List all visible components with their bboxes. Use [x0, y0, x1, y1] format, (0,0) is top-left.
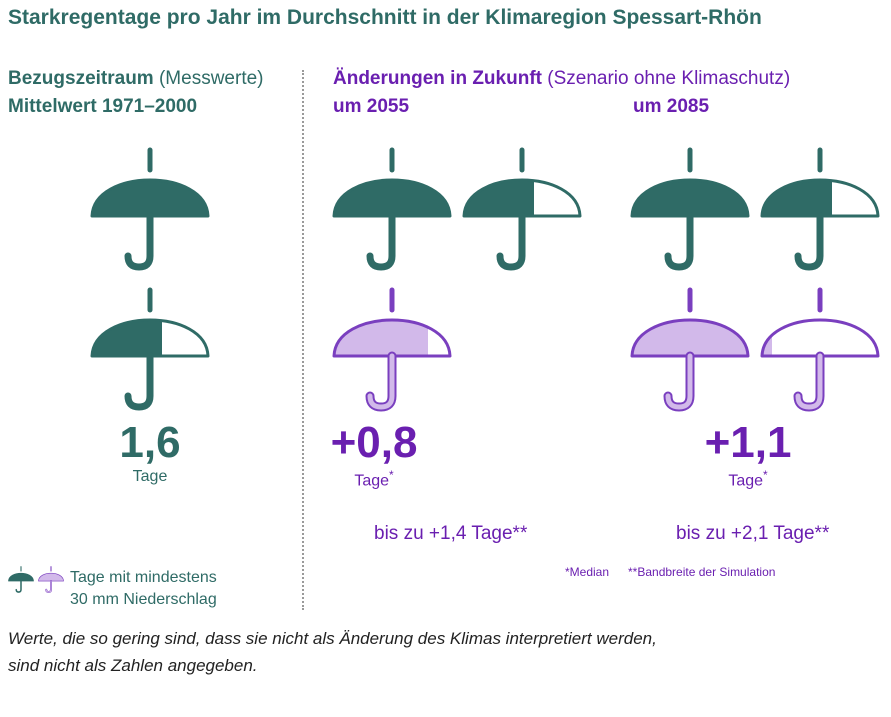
- umbrella-icon-2055-added-canopy-outline: [332, 318, 452, 358]
- unit-2055-mark: *: [389, 468, 394, 482]
- legend-text: Tage mit mindestens 30 mm Niederschlag: [70, 567, 217, 611]
- umbrella-icon-2085-added-2-canopy-empty: [762, 320, 878, 356]
- range-2085: bis zu +2,1 Tage**: [676, 523, 830, 544]
- legend-umbrella-icon-lilac-handle-outline: [45, 580, 52, 594]
- legend-umbrella-icon-lilac-handle: [45, 580, 52, 593]
- umbrella-icon-2085-2-handle: [794, 212, 824, 271]
- column-divider: [302, 70, 304, 610]
- umbrella-icon-2055-1-handle: [366, 212, 396, 271]
- reference-value: 1,6: [119, 418, 181, 467]
- umbrella-icon-2055-2-handle: [496, 212, 526, 271]
- umbrella-icon-reference-1-canopy-outline: [90, 178, 210, 218]
- legend-umbrella-icon-lilac-canopy-outline: [38, 572, 64, 582]
- umbrella-icon-2055-added-handle: [367, 353, 395, 410]
- legend-line-2: 30 mm Niederschlag: [70, 591, 217, 608]
- note-median: *Median: [565, 565, 610, 579]
- footer-line-1: Werte, die so gering sind, dass sie nich…: [8, 629, 657, 648]
- legend-umbrella-icon-teal-canopy-fill: [8, 573, 34, 582]
- umbrella-icon-2085-1-handle: [664, 212, 694, 271]
- unit-2085-mark: *: [763, 468, 768, 482]
- umbrella-icon-reference-1: [90, 147, 210, 271]
- umbrella-icon-reference-2: [90, 287, 210, 411]
- future-heading-normal: (Szenario ohne Klimaschutz): [547, 68, 791, 89]
- legend-umbrella-icon-teal-handle: [15, 580, 22, 593]
- reference-heading-bold: Bezugszeitraum: [8, 68, 154, 89]
- umbrella-icon-2085-added-1-handle: [665, 353, 693, 410]
- legend-umbrella-icon-lilac: [38, 566, 64, 594]
- range-2055: bis zu +1,4 Tage**: [374, 523, 528, 544]
- chart-title: Starkregentage pro Jahr im Durchschnitt …: [8, 6, 762, 29]
- unit-2085-text: Tage: [728, 472, 764, 490]
- unit-2055-text: Tage: [354, 472, 390, 490]
- value-2085: +1,1: [704, 418, 792, 467]
- umbrella-icon-2085-1: [630, 147, 750, 271]
- reference-subheading: Mittelwert 1971–2000: [8, 96, 198, 117]
- reference-unit: Tage: [132, 468, 168, 485]
- umbrella-icon-2085-added-2-handle-outline: [793, 351, 825, 412]
- period-label-2055: um 2055: [333, 96, 410, 117]
- umbrella-icon-2055-1: [332, 147, 452, 271]
- legend-umbrella-icon-teal: [8, 566, 34, 593]
- umbrella-icon-reference-1-handle: [124, 212, 154, 271]
- footer-note: Werte, die so gering sind, dass sie nich…: [8, 625, 657, 679]
- reference-heading: Bezugszeitraum (Messwerte): [8, 68, 264, 90]
- value-2055: +0,8: [330, 418, 418, 467]
- umbrella-icon-2085-2-canopy-outline: [760, 178, 880, 218]
- unit-2055: Tage*: [314, 468, 434, 490]
- reference-heading-normal: (Messwerte): [158, 68, 264, 89]
- umbrella-icon-2055-added-handle-outline: [365, 351, 397, 412]
- umbrella-icon-2085-added-2-canopy-outline: [760, 318, 880, 358]
- unit-2085: Tage*: [688, 468, 808, 490]
- period-label-2085: um 2085: [633, 96, 710, 117]
- umbrella-icon-2055-2-canopy-outline: [462, 178, 582, 218]
- umbrella-icon-2085-1-canopy-outline: [630, 178, 750, 218]
- umbrella-icon-2055-added: [332, 287, 452, 412]
- future-heading: Änderungen in Zukunft (Szenario ohne Kli…: [333, 68, 790, 90]
- legend-umbrella-icon-lilac-canopy-fill: [38, 573, 64, 582]
- umbrella-icon-reference-2-canopy-outline: [90, 318, 210, 358]
- umbrella-icon-2085-added-2: [760, 287, 880, 412]
- umbrella-icon-2085-added-1: [630, 287, 750, 412]
- umbrella-icon-2085-added-1-canopy-outline: [630, 318, 750, 358]
- umbrella-icon-2085-added-2-handle: [795, 353, 823, 410]
- future-heading-bold: Änderungen in Zukunft: [333, 68, 542, 89]
- umbrella-icon-2085-2: [760, 147, 880, 271]
- footer-line-2: sind nicht als Zahlen angegeben.: [8, 656, 258, 675]
- umbrella-icon-reference-2-handle: [124, 352, 154, 411]
- umbrella-icon-2085-added-1-handle-outline: [663, 351, 695, 412]
- umbrella-icon-2055-2: [462, 147, 582, 271]
- note-range: **Bandbreite der Simulation: [628, 565, 776, 579]
- legend-umbrella-icon-teal-canopy-outline: [8, 572, 34, 582]
- legend-line-1: Tage mit mindestens: [70, 569, 217, 586]
- umbrella-icon-2055-1-canopy-outline: [332, 178, 452, 218]
- umbrella-icon-2085-added-2-canopy-fill: [762, 320, 772, 356]
